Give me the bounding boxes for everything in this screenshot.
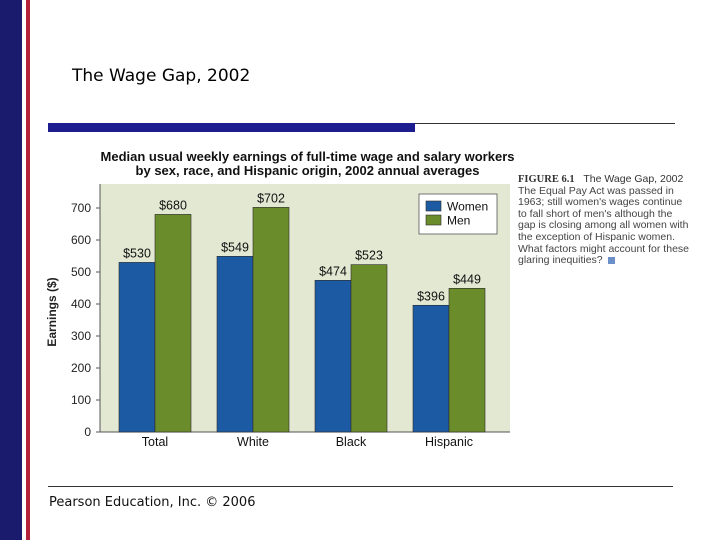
x-tick-label: Black bbox=[336, 435, 367, 449]
y-axis-label: Earnings ($) bbox=[45, 277, 59, 346]
bar-women-hispanic bbox=[412, 304, 450, 433]
figure-caption-text: The Equal Pay Act was passed in 1963; st… bbox=[518, 184, 689, 267]
title-accent-bar bbox=[48, 123, 415, 132]
legend-swatch-men bbox=[425, 214, 442, 226]
left-stripe-red bbox=[26, 0, 30, 540]
data-label: $530 bbox=[123, 246, 151, 260]
chart-title-line-2: by sex, race, and Hispanic origin, 2002 … bbox=[135, 163, 480, 178]
x-tick-label: Total bbox=[142, 435, 168, 449]
figure-caption: FIGURE 6.1 The Wage Gap, 2002 The Equal … bbox=[518, 173, 690, 267]
y-tick-label: 700 bbox=[71, 201, 91, 215]
bar-women-black bbox=[314, 280, 352, 433]
y-tick-label: 500 bbox=[71, 265, 91, 279]
data-label: $474 bbox=[319, 264, 347, 278]
figure-caption-title: The Wage Gap, 2002 bbox=[583, 173, 684, 185]
data-label: $549 bbox=[221, 240, 249, 254]
x-tick-label: White bbox=[237, 435, 269, 449]
chart-title: Median usual weekly earnings of full-tim… bbox=[100, 150, 515, 178]
left-stripe-navy bbox=[0, 0, 22, 540]
y-tick-label: 0 bbox=[84, 425, 91, 439]
data-label: $449 bbox=[453, 272, 481, 286]
data-label: $396 bbox=[417, 289, 445, 303]
title-rule bbox=[415, 123, 675, 124]
footer-copyright: Pearson Education, Inc. © 2006 bbox=[49, 495, 256, 510]
figure-label: FIGURE 6.1 bbox=[518, 174, 575, 185]
slide-title: The Wage Gap, 2002 bbox=[72, 66, 251, 86]
bar-men-black bbox=[350, 264, 388, 433]
data-label: $702 bbox=[257, 191, 285, 205]
legend-box bbox=[418, 193, 498, 235]
legend-swatch-women bbox=[425, 200, 442, 212]
y-tick-label: 300 bbox=[71, 329, 91, 343]
chart-title-line-1: Median usual weekly earnings of full-tim… bbox=[100, 149, 515, 164]
data-label: $680 bbox=[159, 198, 187, 212]
legend-label-women: Women bbox=[447, 200, 488, 214]
bar-women-white bbox=[216, 256, 254, 433]
x-tick-label: Hispanic bbox=[425, 435, 473, 449]
left-stripe-white bbox=[22, 0, 26, 540]
y-tick-label: 100 bbox=[71, 393, 91, 407]
bar-men-total bbox=[154, 214, 192, 433]
end-mark-icon bbox=[607, 256, 615, 264]
y-tick-label: 400 bbox=[71, 297, 91, 311]
y-tick-label: 200 bbox=[71, 361, 91, 375]
data-label: $523 bbox=[355, 249, 383, 263]
legend-label-men: Men bbox=[447, 214, 470, 228]
bar-men-white bbox=[252, 207, 290, 433]
y-tick-label: 600 bbox=[71, 233, 91, 247]
bar-men-hispanic bbox=[448, 288, 486, 433]
footer-rule bbox=[48, 486, 673, 487]
bar-women-total bbox=[118, 262, 156, 433]
